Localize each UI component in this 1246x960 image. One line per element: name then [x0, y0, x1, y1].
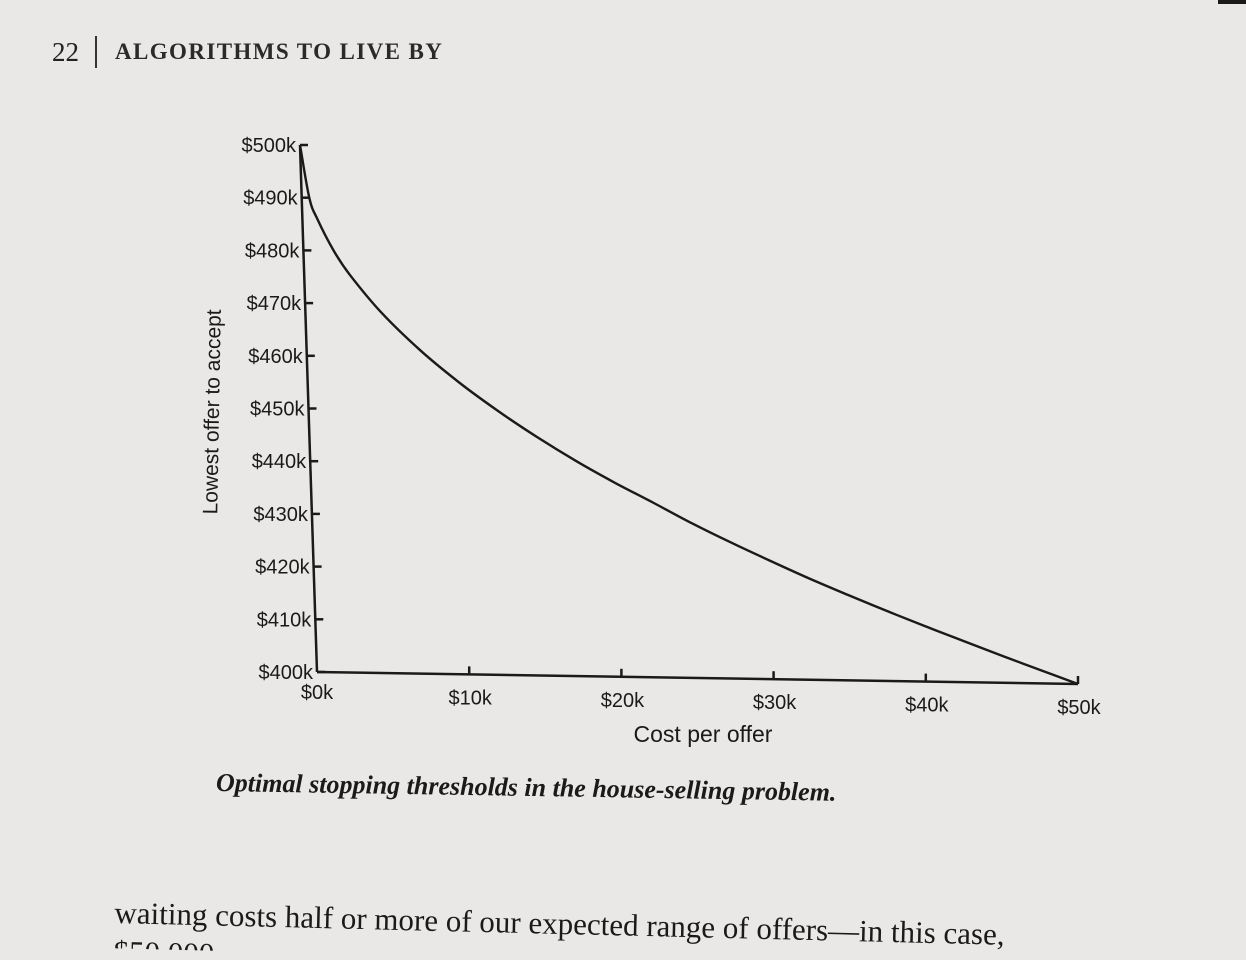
threshold-curve	[298, 144, 1079, 686]
x-tick-label: $0k	[301, 682, 334, 704]
page-edge-tab	[1218, 0, 1246, 4]
y-tick-label: $460k	[248, 346, 303, 368]
y-tick-label: $440k	[252, 451, 307, 473]
x-axis-title: Cost per offer	[634, 721, 773, 747]
y-tick-label: $480k	[245, 240, 300, 262]
y-tick-label: $490k	[243, 188, 298, 210]
running-head-divider	[95, 36, 97, 68]
page-number: 22	[52, 36, 79, 67]
x-axis-line	[316, 670, 1079, 686]
x-tick-label: $40k	[905, 695, 949, 717]
x-tick-label: $20k	[601, 690, 645, 712]
x-tick-label: $50k	[1057, 697, 1101, 719]
x-tick-label: $30k	[753, 692, 797, 714]
y-tick-label: $450k	[250, 399, 305, 421]
y-tick-label: $420k	[255, 557, 310, 579]
y-tick-label: $500k	[242, 135, 297, 157]
y-tick-label: $410k	[257, 609, 312, 631]
chart-plot-area: $400k $410k $420k $430k $440k $450k $460k $470k…	[199, 135, 1101, 747]
y-tick-label: $430k	[253, 504, 308, 526]
y-tick-label: $400k	[259, 662, 314, 684]
x-tick-label: $10k	[449, 687, 493, 709]
running-head: 22 ALGORITHMS TO LIVE BY	[52, 36, 443, 68]
y-axis-title: Lowest offer to accept	[199, 309, 226, 515]
y-tick-label: $470k	[247, 293, 302, 315]
book-title: ALGORITHMS TO LIVE BY	[115, 39, 444, 64]
